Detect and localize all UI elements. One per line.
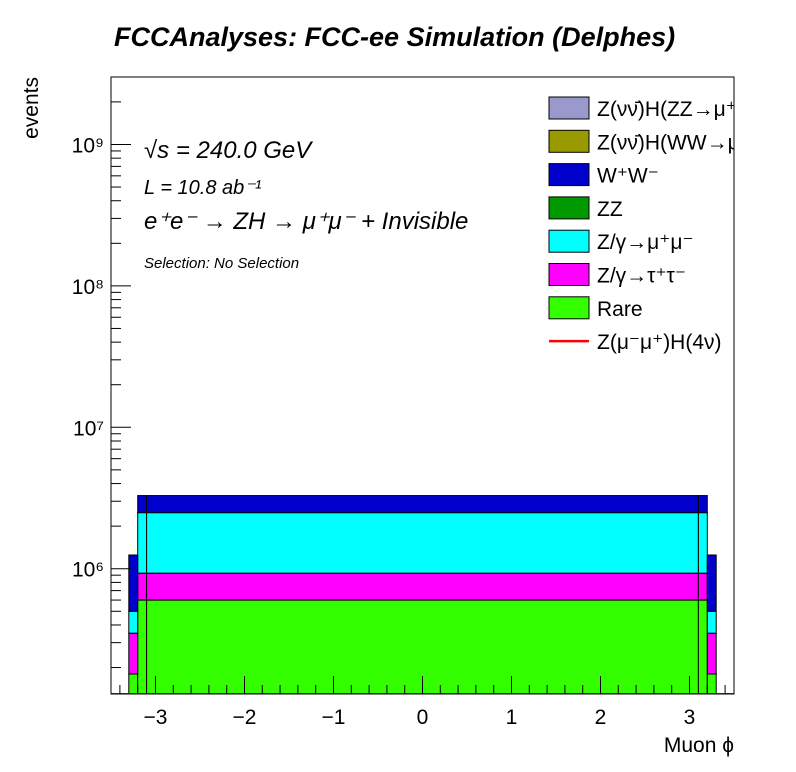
bar-1-2 (137, 572, 148, 601)
legend-swatch (548, 196, 590, 220)
chart-title: FCCAnalyses: FCC-ee Simulation (Delphes) (114, 22, 675, 52)
legend-swatch (548, 96, 590, 120)
legend-label: Z(νν̄)H(WW→μ⁺νμ⁻ν̄) (597, 131, 796, 154)
bar-2-5 (706, 610, 717, 634)
legend-swatch (548, 229, 590, 253)
luminosity-annotation: L = 10.8 ab⁻¹ (144, 177, 262, 199)
process-annotation: e⁺e⁻ → ZH → μ⁺μ⁻ + Invisible (144, 208, 468, 235)
legend-swatch (548, 263, 590, 286)
x-tick-label: −3 (144, 706, 168, 729)
y-tick-label: 10⁷ (73, 417, 104, 440)
bar-4-5 (706, 554, 717, 612)
y-tick-label: 10⁹ (72, 134, 104, 157)
x-tick-label: 2 (595, 706, 607, 729)
legend-label: Z(νν̄)H(ZZ→μ⁺μ⁻ν⁺ν⁻) (597, 98, 796, 121)
bar-0-4 (697, 599, 708, 694)
bar-4-1 (128, 554, 139, 612)
bar-0-5 (706, 673, 717, 694)
bar-1-4 (697, 572, 708, 601)
bar-0-2 (137, 599, 148, 694)
bar-1-1 (128, 632, 139, 675)
x-axis: −3 −2 −1 0 1 2 3 (119, 676, 726, 729)
y-axis-label: events (20, 77, 43, 139)
x-axis-label: Muon ϕ (664, 734, 734, 757)
legend-swatch (548, 163, 590, 187)
x-tick-label: −1 (322, 706, 346, 729)
bar-2-4 (697, 512, 708, 574)
bar-4-4 (697, 495, 708, 514)
legend-label: Rare (597, 298, 643, 321)
x-tick-label: 0 (417, 706, 429, 729)
legend-swatch (548, 296, 590, 320)
legend-label: Z/γ→μ⁺μ⁻ (597, 231, 694, 254)
legend: Z(νν̄)H(ZZ→μ⁺μ⁻ν⁺ν⁻) Z(νν̄)H(WW→μ⁺νμ⁻ν̄) W… (548, 96, 796, 354)
bar-2-2 (137, 512, 148, 574)
bar-4-2 (137, 495, 148, 514)
bar-2-1 (128, 610, 139, 634)
sqrt-s-annotation: √s = 240.0 GeV (144, 137, 313, 164)
x-tick-label: −2 (233, 706, 257, 729)
x-tick-label: 3 (684, 706, 696, 729)
y-tick-label: 10⁶ (72, 559, 104, 582)
legend-swatch (548, 129, 590, 153)
bar-1-5 (706, 632, 717, 675)
legend-label: Z(μ⁻μ⁺)H(4ν) (597, 331, 722, 354)
bar-4-3 (146, 495, 699, 514)
y-axis: 10⁶ 10⁷ 10⁸ 10⁹ (72, 76, 131, 669)
histogram-stack (128, 495, 717, 694)
legend-label: W⁺W⁻ (597, 165, 659, 188)
y-tick-label: 10⁸ (72, 276, 104, 299)
selection-annotation: Selection: No Selection (144, 255, 299, 272)
bar-2-3 (146, 512, 699, 574)
legend-label: ZZ (597, 198, 623, 221)
x-tick-label: 1 (506, 706, 518, 729)
legend-label: Z/γ→τ⁺τ⁻ (597, 265, 686, 288)
bar-0-1 (128, 673, 139, 694)
bar-1-3 (146, 572, 699, 601)
